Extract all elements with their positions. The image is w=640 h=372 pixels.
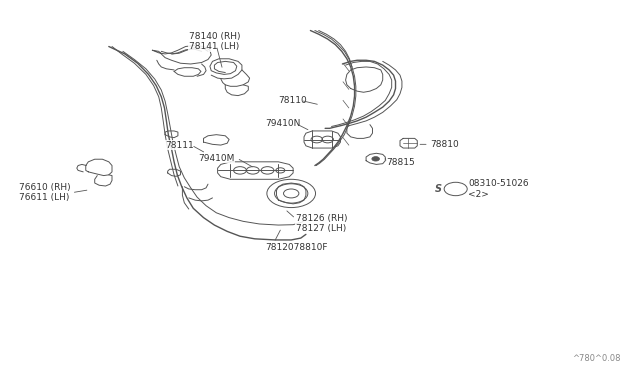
Text: 78111: 78111 bbox=[165, 141, 194, 150]
Text: 76610 (RH)
76611 (LH): 76610 (RH) 76611 (LH) bbox=[19, 183, 71, 202]
Text: 78126 (RH)
78127 (LH): 78126 (RH) 78127 (LH) bbox=[296, 214, 347, 233]
Text: 78815: 78815 bbox=[387, 158, 415, 167]
Text: 79410N: 79410N bbox=[266, 119, 301, 128]
Text: 7812078810F: 7812078810F bbox=[266, 243, 328, 252]
Text: S: S bbox=[435, 184, 442, 194]
Text: 78140 (RH)
78141 (LH): 78140 (RH) 78141 (LH) bbox=[189, 32, 240, 51]
Text: 78810: 78810 bbox=[430, 140, 459, 149]
Text: ^780^0.08: ^780^0.08 bbox=[572, 354, 621, 363]
Circle shape bbox=[372, 157, 380, 161]
Text: 78110: 78110 bbox=[278, 96, 307, 105]
Text: 79410M: 79410M bbox=[198, 154, 235, 163]
Text: 08310-51026
<2>: 08310-51026 <2> bbox=[468, 179, 529, 199]
